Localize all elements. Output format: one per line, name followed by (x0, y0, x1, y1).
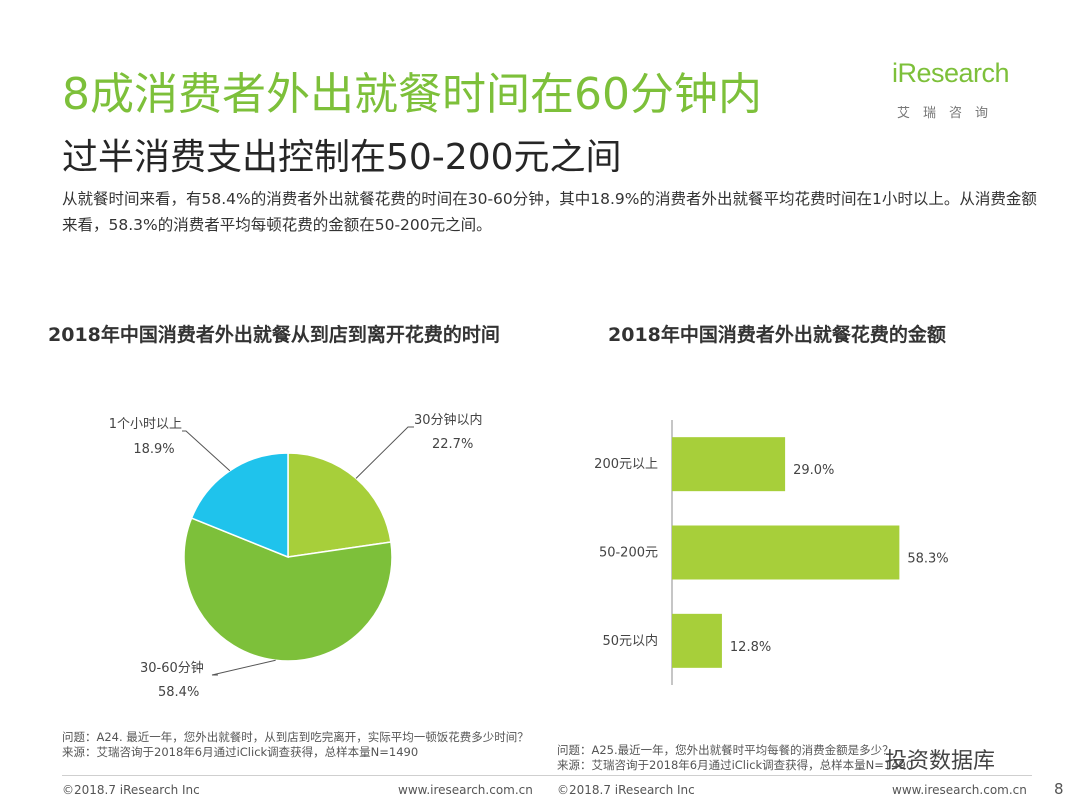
pie-chart-notes: 问题：A24. 最近一年，您外出就餐时，从到店到吃完离开，实际平均一顿饭花费多少… (62, 730, 542, 760)
pie-note-source: 来源：艾瑞咨询于2018年6月通过iClick调查获得，总样本量N=1490 (62, 745, 419, 759)
logo-subtitle: 艾瑞咨询 (897, 106, 1002, 121)
pie-value-label-2: 18.9% (133, 442, 174, 457)
bar-value-label-1: 58.3% (907, 552, 948, 567)
bar-1 (672, 525, 900, 580)
bar-2 (672, 613, 722, 668)
pie-category-label-1: 30-60分钟 (140, 660, 204, 676)
pie-slice-2 (190, 452, 289, 559)
bar-category-label-2: 50元以内 (602, 633, 658, 649)
bar-chart-notes: 问题：A25.最近一年，您外出就餐时平均每餐的消费金额是多少？ 来源：艾瑞咨询于… (557, 743, 1027, 773)
page-title: 8成消费者外出就餐时间在60分钟内 (62, 69, 762, 120)
page-number: 8 (1054, 780, 1064, 798)
logo-wordmark: iResearch (892, 58, 1010, 88)
pie-value-label-1: 58.4% (158, 685, 199, 700)
pie-slice-0 (287, 452, 392, 558)
bar-value-label-2: 12.8% (730, 640, 771, 655)
bar-chart-title: 2018年中国消费者外出就餐花费的金额 (608, 324, 946, 346)
page-description: 从就餐时间来看，有58.4%的消费者外出就餐花费的时间在30-60分钟，其中18… (62, 190, 1037, 234)
bar-0 (672, 437, 786, 492)
bar-note-source: 来源：艾瑞咨询于2018年6月通过iClick调查获得，总样本量N=1490 (557, 758, 914, 772)
footer-url-left[interactable]: www.iresearch.com.cn (398, 783, 533, 797)
iresearch-logo: iResearch 艾瑞咨询 (892, 54, 1032, 124)
pie-category-label-0: 30分钟以内 (414, 412, 483, 428)
footer-divider (62, 775, 1032, 776)
pie-value-label-0: 22.7% (432, 437, 473, 452)
page-subtitle: 过半消费支出控制在50-200元之间 (62, 137, 622, 178)
watermark-text: 投资数据库 (885, 749, 996, 774)
pie-note-question: 问题：A24. 最近一年，您外出就餐时，从到店到吃完离开，实际平均一顿饭花费多少… (62, 730, 529, 744)
pie-slice-1 (183, 517, 393, 662)
pie-leader-line-0 (355, 426, 414, 479)
bar-value-label-0: 29.0% (793, 463, 834, 478)
footer-url-right[interactable]: www.iresearch.com.cn (892, 783, 1027, 797)
pie-chart: 30分钟以内 22.7% 30-60分钟 58.4% 1个小时以上 18.9% (109, 412, 483, 700)
bar-note-question: 问题：A25.最近一年，您外出就餐时平均每餐的消费金额是多少？ (557, 743, 894, 757)
pie-leader-line-1 (211, 659, 276, 676)
footer-copyright-right: ©2018.7 iResearch Inc (557, 783, 695, 797)
pie-chart-title: 2018年中国消费者外出就餐从到店到离开花费的时间 (48, 324, 500, 346)
footer-copyright-left: ©2018.7 iResearch Inc (62, 783, 200, 797)
bar-chart: 200元以上 29.0% 50-200元 58.3% 50元以内 12.8% (594, 420, 949, 685)
bar-category-label-1: 50-200元 (599, 546, 658, 561)
pie-category-label-2: 1个小时以上 (109, 417, 182, 432)
pie-leader-line-2 (182, 430, 231, 472)
bar-category-label-0: 200元以上 (594, 457, 658, 472)
